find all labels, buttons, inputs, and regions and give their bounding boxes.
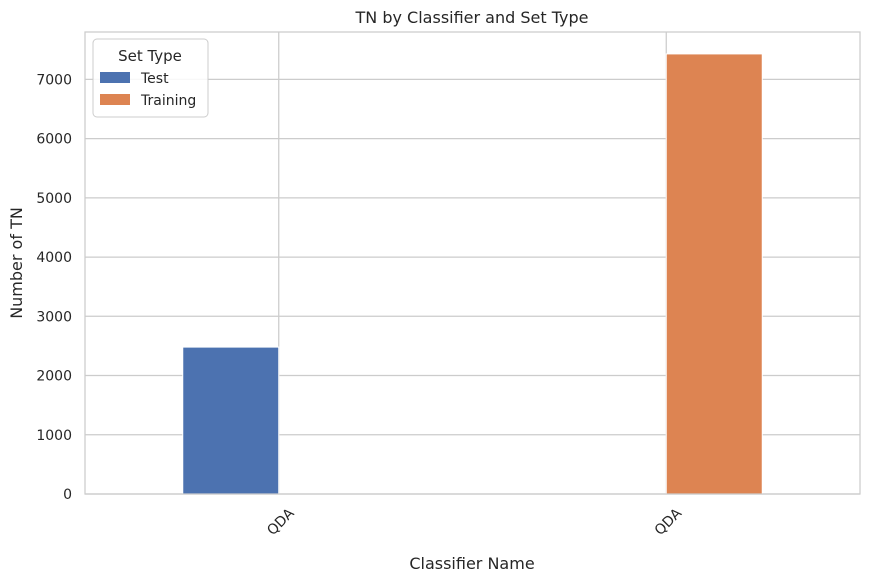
x-axis-label: Classifier Name xyxy=(409,554,534,573)
y-tick-labels: 0 1000 2000 3000 4000 5000 6000 7000 xyxy=(36,72,72,503)
y-tick-label: 3000 xyxy=(36,309,72,325)
legend-label-test: Test xyxy=(140,71,169,87)
legend-swatch-test xyxy=(100,72,130,83)
y-tick-label: 5000 xyxy=(36,191,72,207)
y-tick-label: 6000 xyxy=(36,132,72,148)
y-tick-label: 0 xyxy=(63,487,72,503)
legend-items: Test Training xyxy=(100,71,196,109)
bars xyxy=(182,53,763,495)
bar-training xyxy=(665,53,763,495)
y-tick-label: 4000 xyxy=(36,250,72,266)
y-tick-label: 2000 xyxy=(36,369,72,385)
plot-frame xyxy=(84,31,861,495)
legend-title: Set Type xyxy=(118,47,182,65)
x-tick-labels: QDA QDA xyxy=(264,505,685,539)
x-tick-label: QDA xyxy=(652,505,686,539)
y-axis-label: Number of TN xyxy=(7,207,26,319)
y-tick-label: 7000 xyxy=(36,72,72,88)
legend-label-training: Training xyxy=(140,93,196,109)
legend-swatch-training xyxy=(100,94,130,105)
bar-test xyxy=(182,346,280,495)
legend: Set Type Test Training xyxy=(92,38,209,118)
y-tick-label: 1000 xyxy=(36,428,72,444)
x-tick-label: QDA xyxy=(264,505,298,539)
chart-title: TN by Classifier and Set Type xyxy=(355,8,589,27)
